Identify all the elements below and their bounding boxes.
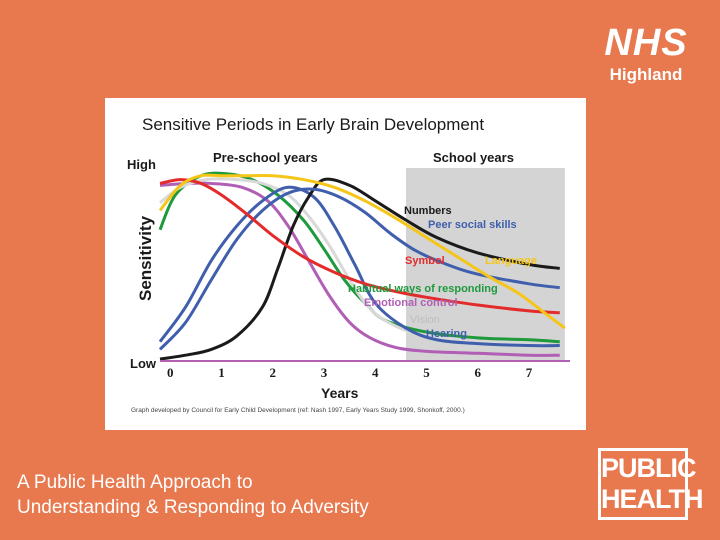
hearing-label: Hearing: [426, 328, 467, 340]
hearing-curve: [158, 185, 560, 348]
x-tick-5: 5: [423, 365, 430, 380]
nhs-region: Highland: [609, 65, 683, 84]
y-high-label: High: [127, 157, 156, 172]
school-label: School years: [433, 150, 514, 165]
language-label: Language: [485, 255, 537, 267]
nhs-mark: NHS: [604, 22, 688, 64]
symbol-curve: [159, 178, 560, 315]
emotional-label: Emotional control: [364, 297, 458, 309]
ph-line-2: HEALTH: [601, 484, 704, 514]
source-note: Graph developed by Council for Early Chi…: [131, 407, 465, 414]
x-tick-6: 6: [475, 365, 482, 380]
chart-card: Sensitive Periods in Early Brain Develop…: [105, 98, 586, 430]
preschool-label: Pre-school years: [213, 150, 318, 165]
numbers-curve: [159, 177, 560, 361]
peer-social-label: Peer social skills: [428, 219, 517, 231]
x-tick-layer: 0 1 2 3 4 5 6 7: [167, 365, 533, 380]
vision-curve: [159, 177, 560, 348]
x-tick-4: 4: [372, 365, 379, 380]
ph-line-1: PUBLIC: [601, 453, 697, 483]
symbol-label: Symbol: [405, 255, 445, 267]
numbers-label: Numbers: [404, 205, 452, 217]
peer-social-skills-curve: [158, 187, 560, 351]
emotional-control-curve: [159, 181, 560, 357]
y-low-label: Low: [130, 356, 157, 371]
vision-label: Vision: [410, 314, 440, 326]
x-tick-0: 0: [167, 365, 174, 380]
x-tick-7: 7: [526, 365, 533, 380]
x-axis-label: Years: [321, 385, 359, 401]
x-tick-1: 1: [218, 365, 225, 380]
y-axis-label: Sensitivity: [136, 215, 155, 301]
public-health-logo: PUBLIC HEALTH: [598, 448, 704, 520]
x-tick-2: 2: [270, 365, 277, 380]
sensitive-periods-chart: Sensitive Periods in Early Brain Develop…: [127, 115, 570, 414]
series-layer: [158, 171, 566, 361]
nhs-highland-logo: NHS Highland: [596, 22, 696, 84]
language-curve: [158, 173, 566, 330]
slide-title: A Public Health Approach to Understandin…: [17, 470, 577, 520]
x-tick-3: 3: [321, 365, 328, 380]
habitual-label: Habitual ways of responding: [348, 283, 498, 295]
slide-title-line-2: Understanding & Responding to Adversity: [17, 497, 369, 518]
slide-title-line-1: A Public Health Approach to: [17, 472, 253, 493]
chart-title: Sensitive Periods in Early Brain Develop…: [142, 115, 484, 134]
